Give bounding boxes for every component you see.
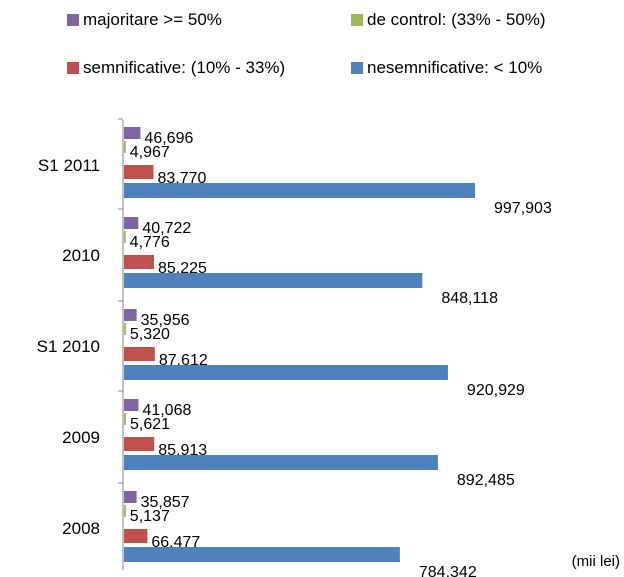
data-label: 85,225 xyxy=(158,260,207,277)
bar-0-3 xyxy=(124,399,139,411)
data-label: 35,857 xyxy=(141,494,190,511)
category-label: S1 2011 xyxy=(38,156,100,175)
legend-item-semnificative: semnificative: (10% - 33%) xyxy=(67,58,285,78)
bar-2-4 xyxy=(124,529,148,543)
data-label: 40,722 xyxy=(142,220,191,237)
bar-1-4 xyxy=(124,505,126,517)
legend-label-semnificative: semnificative: (10% - 33%) xyxy=(83,58,286,77)
legend-swatch-de-control xyxy=(351,14,363,26)
bar-3-3 xyxy=(124,455,438,470)
bar-3-1 xyxy=(124,273,423,288)
bar-2-3 xyxy=(124,437,155,451)
legend-item-de-control: de control: (33% - 50%) xyxy=(351,10,546,30)
data-label: 5,621 xyxy=(130,416,170,433)
data-label: 920,929 xyxy=(467,382,525,399)
bar-3-0 xyxy=(124,183,475,198)
bar-0-0 xyxy=(124,127,141,139)
legend-swatch-semnificative xyxy=(67,62,79,74)
legend-item-majoritare: majoritare >= 50% xyxy=(67,10,222,30)
data-label: 83,770 xyxy=(157,170,206,187)
unit-label: (mii lei) xyxy=(571,553,620,570)
legend-label-majoritare: majoritare >= 50% xyxy=(83,10,222,29)
bar-1-3 xyxy=(124,413,126,425)
bar-1-0 xyxy=(124,141,126,153)
data-label: 784,342 xyxy=(419,564,477,577)
data-label: 87,612 xyxy=(159,352,208,369)
bar-0-2 xyxy=(124,309,137,321)
category-label: S1 2010 xyxy=(37,337,100,356)
data-label: 35,956 xyxy=(141,312,190,329)
bar-3-4 xyxy=(124,547,400,562)
category-label: 2009 xyxy=(62,428,100,447)
data-label: 997,903 xyxy=(494,200,552,217)
bar-1-2 xyxy=(124,323,126,335)
data-label: 848,118 xyxy=(441,290,498,307)
data-label: 5,320 xyxy=(130,326,170,343)
bar-2-2 xyxy=(124,347,155,361)
data-label: 46,696 xyxy=(144,130,193,147)
category-label: 2008 xyxy=(62,519,100,538)
data-label: 892,485 xyxy=(457,472,515,489)
data-label: 4,967 xyxy=(130,144,170,161)
bar-2-0 xyxy=(124,165,154,179)
bar-0-1 xyxy=(124,217,139,229)
bar-3-2 xyxy=(124,365,448,380)
data-label: 66,477 xyxy=(151,534,200,551)
data-label: 41,068 xyxy=(142,402,191,419)
category-label: 2010 xyxy=(62,246,100,265)
data-label: 4,776 xyxy=(130,234,170,251)
legend-label-de-control: de control: (33% - 50%) xyxy=(367,10,546,29)
bar-2-1 xyxy=(124,255,154,269)
legend-swatch-nesemnificative xyxy=(351,62,363,74)
bar-1-1 xyxy=(124,231,126,243)
data-label: 5,137 xyxy=(130,508,170,525)
data-label: 85,913 xyxy=(158,442,207,459)
legend-item-nesemnificative: nesemnificative: < 10% xyxy=(351,58,542,78)
bar-0-4 xyxy=(124,491,137,503)
legend-swatch-majoritare xyxy=(67,14,79,26)
legend-label-nesemnificative: nesemnificative: < 10% xyxy=(367,58,543,77)
